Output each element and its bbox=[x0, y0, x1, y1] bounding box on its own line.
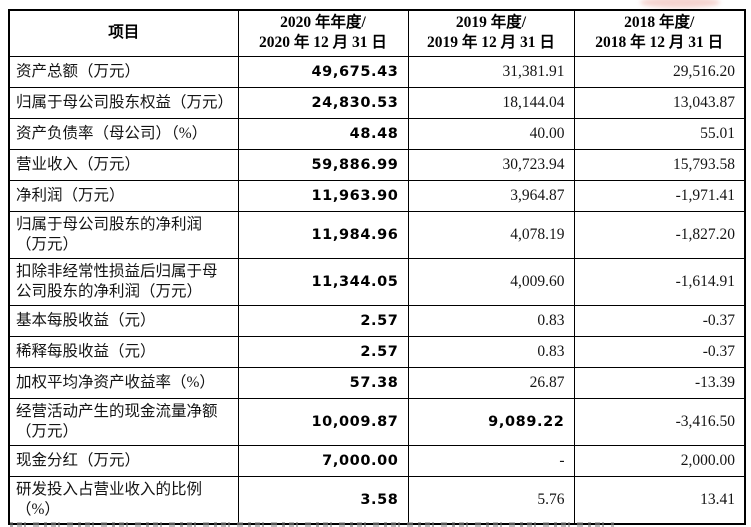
value-2018: 13.41 bbox=[573, 475, 746, 524]
row-label: 基本每股收益（元） bbox=[8, 304, 239, 337]
value-2018: -13.39 bbox=[573, 366, 746, 399]
header-year-2018: 2018 年度/ 2018 年 12 月 31 日 bbox=[573, 9, 746, 57]
value-2019: 18,144.04 bbox=[407, 86, 575, 119]
value-2018: 55.01 bbox=[573, 117, 746, 150]
table-row: 资产负债率（母公司）（%） 48.48 40.00 55.01 bbox=[8, 117, 746, 150]
value-2020: 49,675.43 bbox=[237, 55, 409, 88]
row-label: 加权平均净资产收益率（%） bbox=[8, 366, 239, 399]
value-2020: 11,344.05 bbox=[237, 257, 409, 306]
value-2018: -1,827.20 bbox=[573, 210, 746, 259]
row-label: 营业收入（万元） bbox=[8, 148, 239, 181]
table-row: 归属于母公司股东的净利润 （万元） 11,984.96 4,078.19 -1,827… bbox=[8, 210, 746, 259]
row-label: 稀释每股收益（元） bbox=[8, 335, 239, 368]
pink-smudge-artifact bbox=[640, 0, 720, 8]
value-2019: 26.87 bbox=[407, 366, 575, 399]
value-2018: -1,614.91 bbox=[573, 257, 746, 306]
value-2020: 10,009.87 bbox=[237, 397, 409, 446]
value-2018: -1,971.41 bbox=[573, 179, 746, 212]
row-label: 研发投入占营业收入的比例 （%） bbox=[8, 475, 239, 524]
value-2018: 29,516.20 bbox=[573, 55, 746, 88]
value-2019: 31,381.91 bbox=[407, 55, 575, 88]
table-body: 资产总额（万元） 49,675.43 31,381.91 29,516.20 归属于母公… bbox=[8, 55, 746, 524]
clipped-footnote-text bbox=[10, 522, 614, 527]
value-2019: 30,723.94 bbox=[407, 148, 575, 181]
value-2018: -0.37 bbox=[573, 304, 746, 337]
value-2019: 5.76 bbox=[407, 475, 575, 524]
header-item-column: 项目 bbox=[8, 9, 239, 57]
value-2020: 7,000.00 bbox=[237, 444, 409, 477]
value-2018: 13,043.87 bbox=[573, 86, 746, 119]
table-row: 稀释每股收益（元） 2.57 0.83 -0.37 bbox=[8, 335, 746, 368]
value-2019: 40.00 bbox=[407, 117, 575, 150]
value-2020: 24,830.53 bbox=[237, 86, 409, 119]
row-label: 资产总额（万元） bbox=[8, 55, 239, 88]
value-2020: 11,963.90 bbox=[237, 179, 409, 212]
value-2020: 57.38 bbox=[237, 366, 409, 399]
value-2019: 4,009.60 bbox=[407, 257, 575, 306]
row-label: 经营活动产生的现金流量净额 （万元） bbox=[8, 397, 239, 446]
table-row: 营业收入（万元） 59,886.99 30,723.94 15,793.58 bbox=[8, 148, 746, 181]
table-row: 资产总额（万元） 49,675.43 31,381.91 29,516.20 bbox=[8, 55, 746, 88]
row-label: 现金分红（万元） bbox=[8, 444, 239, 477]
header-row: 项目 2020 年年度/ 2020 年 12 月 31 日 2019 年度/ 2… bbox=[8, 9, 746, 57]
table-row: 研发投入占营业收入的比例 （%） 3.58 5.76 13.41 bbox=[8, 475, 746, 524]
value-2020: 3.58 bbox=[237, 475, 409, 524]
header-year-2019: 2019 年度/ 2019 年 12 月 31 日 bbox=[407, 9, 575, 57]
table-row: 经营活动产生的现金流量净额 （万元） 10,009.87 9,089.22 -3,41… bbox=[8, 397, 746, 446]
row-label: 资产负债率（母公司）（%） bbox=[8, 117, 239, 150]
value-2020: 2.57 bbox=[237, 335, 409, 368]
table-row: 加权平均净资产收益率（%） 57.38 26.87 -13.39 bbox=[8, 366, 746, 399]
value-2018: -0.37 bbox=[573, 335, 746, 368]
table-row: 现金分红（万元） 7,000.00-2,000.00 bbox=[8, 444, 746, 477]
value-2018: 2,000.00 bbox=[573, 444, 746, 477]
row-label: 扣除非经常性损益后归属于母 公司股东的净利润（万元） bbox=[8, 257, 239, 306]
row-label: 归属于母公司股东的净利润 （万元） bbox=[8, 210, 239, 259]
value-2018: -3,416.50 bbox=[573, 397, 746, 446]
value-2020: 48.48 bbox=[237, 117, 409, 150]
value-2019: 0.83 bbox=[407, 304, 575, 337]
header-year-2020: 2020 年年度/ 2020 年 12 月 31 日 bbox=[237, 9, 409, 57]
value-2019: 9,089.22 bbox=[407, 397, 575, 446]
value-2019: 0.83 bbox=[407, 335, 575, 368]
table-row: 归属于母公司股东权益（万元） 24,830.53 18,144.04 13,043.8… bbox=[8, 86, 746, 119]
row-label: 归属于母公司股东权益（万元） bbox=[8, 86, 239, 119]
value-2018: 15,793.58 bbox=[573, 148, 746, 181]
table-row: 基本每股收益（元） 2.57 0.83 -0.37 bbox=[8, 304, 746, 337]
value-2019: 3,964.87 bbox=[407, 179, 575, 212]
row-label: 净利润（万元） bbox=[8, 179, 239, 212]
value-2020: 2.57 bbox=[237, 304, 409, 337]
value-2020: 11,984.96 bbox=[237, 210, 409, 259]
value-2020: 59,886.99 bbox=[237, 148, 409, 181]
table-row: 净利润（万元） 11,963.90 3,964.87 -1,971.41 bbox=[8, 179, 746, 212]
table-row: 扣除非经常性损益后归属于母 公司股东的净利润（万元） 11,344.05 4,009… bbox=[8, 257, 746, 306]
financial-summary-table: 项目 2020 年年度/ 2020 年 12 月 31 日 2019 年度/ 2… bbox=[8, 9, 746, 525]
value-2019: 4,078.19 bbox=[407, 210, 575, 259]
value-2019: - bbox=[407, 444, 575, 477]
